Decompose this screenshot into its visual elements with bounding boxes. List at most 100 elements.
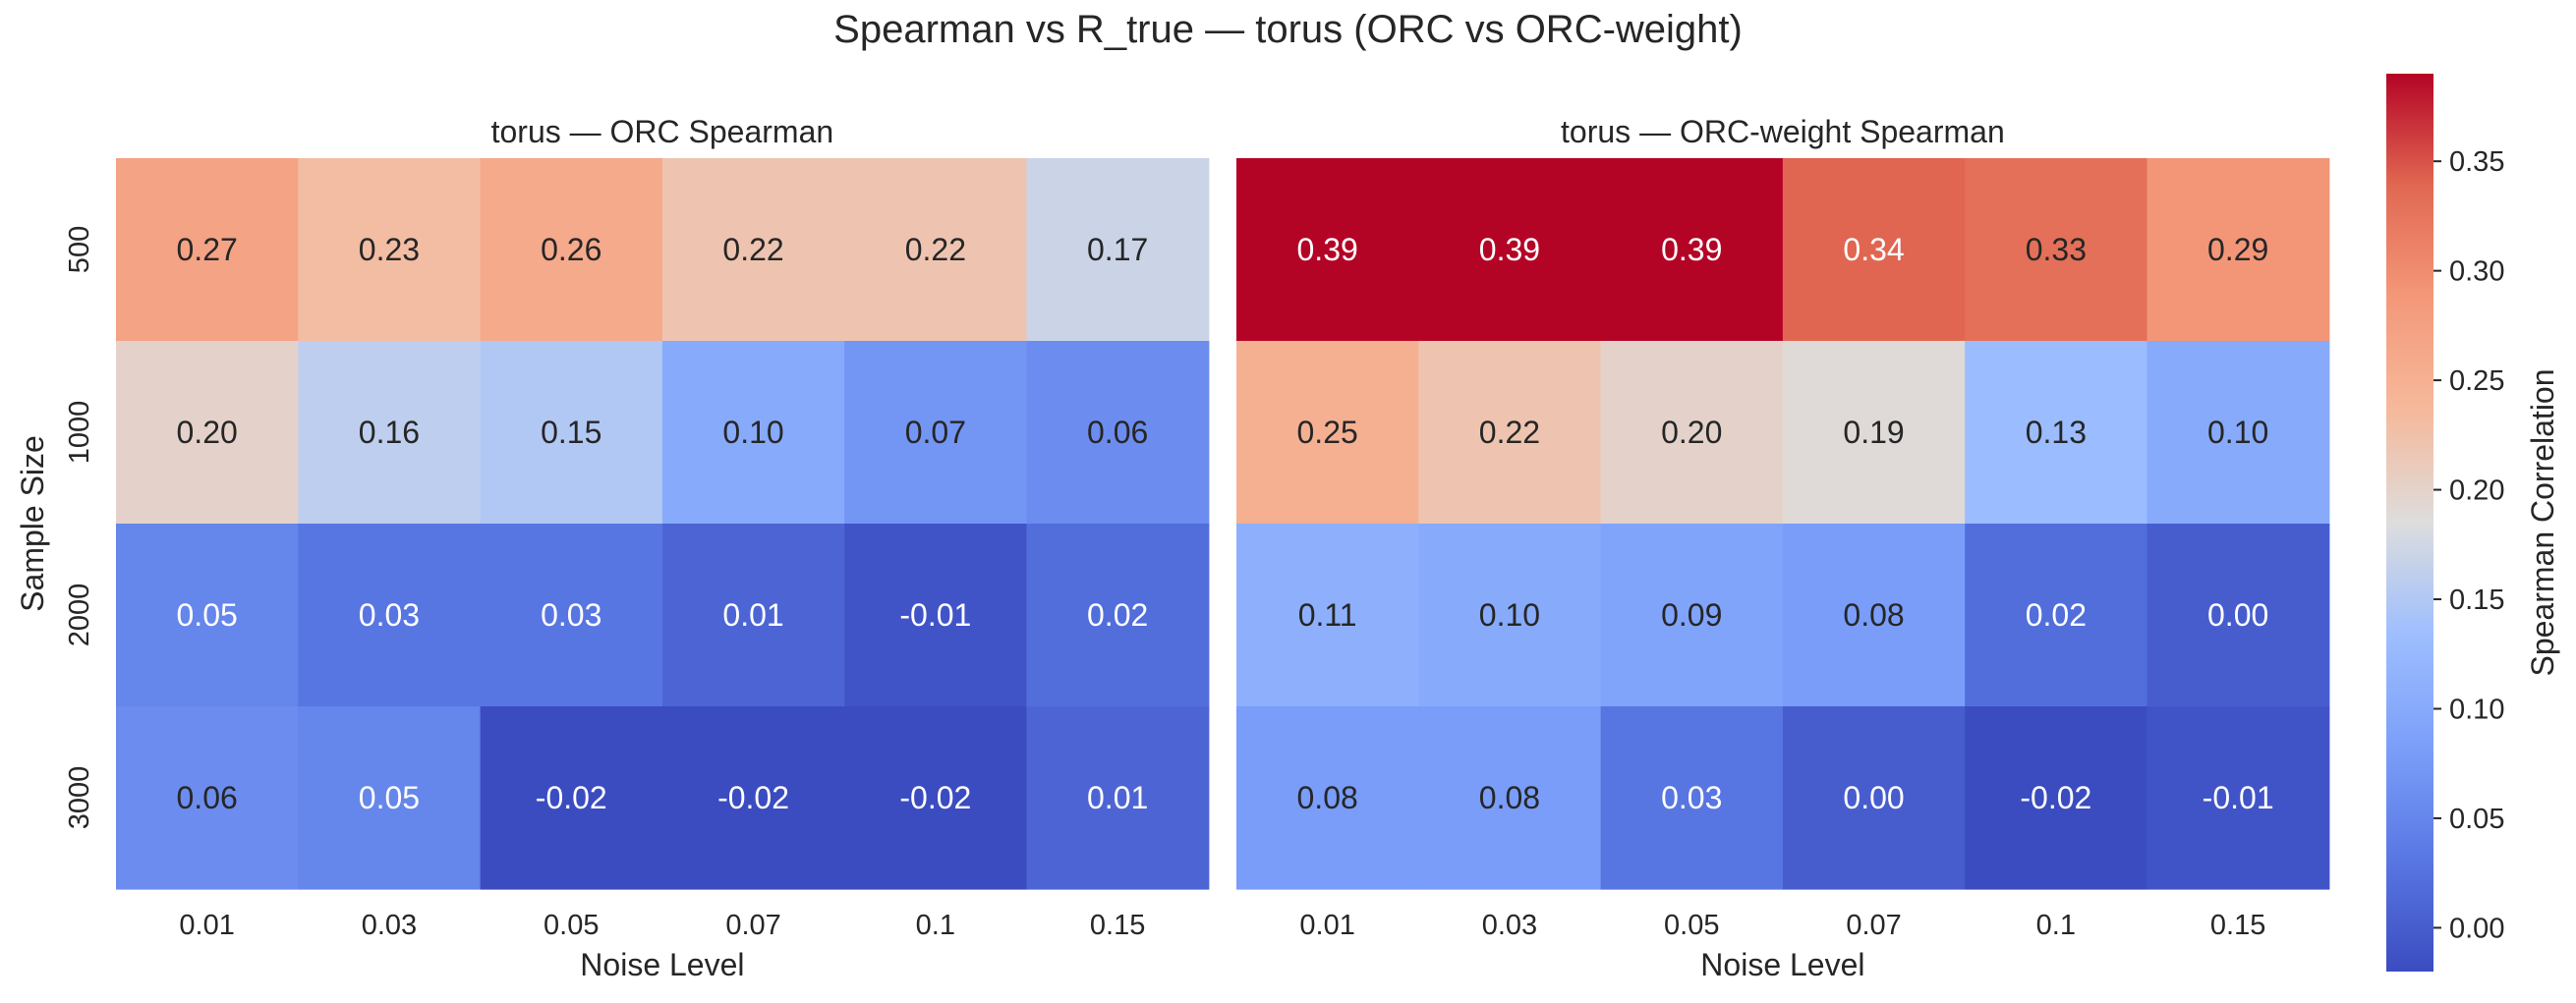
heatmap-cell (116, 341, 299, 525)
x-tick-label: 0.01 (1299, 910, 1354, 941)
heatmap-cell (116, 706, 299, 890)
heatmap-cell (1418, 341, 1602, 525)
x-tick-label: 0.1 (2036, 910, 2076, 941)
heatmap-cell (1600, 158, 1784, 342)
heatmap-cell (844, 158, 1028, 342)
y-tick-label: 2000 (64, 584, 95, 647)
heatmap-cell (116, 158, 299, 342)
cell-value-label: 0.05 (359, 780, 420, 815)
colorbar-tick-label: 0.35 (2449, 146, 2504, 178)
figure-title: Spearman vs R_true — torus (ORC vs ORC-w… (833, 8, 1743, 51)
cell-value-label: 0.08 (1843, 597, 1904, 633)
cell-value-label: 0.05 (177, 597, 238, 633)
cell-value-label: 0.10 (722, 415, 783, 450)
x-tick-label: 0.15 (1090, 910, 1145, 941)
heatmap-cell (2147, 706, 2330, 890)
cell-value-label: 0.25 (1297, 415, 1358, 450)
colorbar-label: Spearman Correlation (2525, 368, 2560, 676)
panel-title: torus — ORC Spearman (491, 114, 834, 149)
orc-weight-heatmap-panel: torus — ORC-weight Spearman 0.39 0.39 0.39 0… (1236, 114, 2330, 982)
heatmap-cell (480, 341, 663, 525)
cell-value-label: 0.03 (359, 597, 420, 633)
heatmap-cell (1236, 706, 1419, 890)
cell-value-label: 0.01 (722, 597, 783, 633)
cell-value-label: 0.19 (1843, 415, 1904, 450)
cell-value-label: 0.33 (2026, 232, 2087, 267)
cell-value-label: 0.08 (1479, 780, 1540, 815)
cell-value-label: 0.15 (541, 415, 601, 450)
heatmap-cell (480, 158, 663, 342)
orc-heatmap-panel: torus — ORC Spearman 0.27 0.23 0.26 0.22 0.22… (15, 114, 1210, 982)
cell-value-label: 0.34 (1843, 232, 1904, 267)
cell-value-label: 0.08 (1297, 780, 1358, 815)
cell-value-label: -0.02 (717, 780, 789, 815)
x-tick-label: 0.01 (179, 910, 234, 941)
cell-value-label: -0.02 (536, 780, 607, 815)
x-tick-label: 0.15 (2210, 910, 2265, 941)
cell-value-label: 0.06 (1087, 415, 1148, 450)
cell-value-label: 0.26 (541, 232, 601, 267)
cell-value-label: 0.39 (1297, 232, 1358, 267)
cell-value-label: 0.01 (1087, 780, 1148, 815)
heatmap-cell (1600, 706, 1784, 890)
cell-value-label: 0.39 (1479, 232, 1540, 267)
cell-value-label: 0.22 (722, 232, 783, 267)
x-tick-label: 0.03 (362, 910, 417, 941)
cell-value-label: 0.22 (1479, 415, 1540, 450)
cell-value-label: 0.22 (905, 232, 966, 267)
heatmap-cell (1782, 524, 1966, 707)
cell-value-label: -0.01 (2203, 780, 2274, 815)
heatmap-cell (1418, 524, 1602, 707)
cell-value-label: 0.06 (177, 780, 238, 815)
colorbar-tick-label: 0.00 (2449, 913, 2504, 944)
cell-value-label: 0.20 (1661, 415, 1722, 450)
heatmap-cell (1236, 524, 1419, 707)
cell-value-label: 0.23 (359, 232, 420, 267)
heatmap-cell (298, 341, 482, 525)
cell-value-label: 0.20 (177, 415, 238, 450)
heatmap-cell (661, 158, 845, 342)
cell-value-label: 0.00 (1843, 780, 1904, 815)
heatmap-cell (1026, 706, 1210, 890)
heatmap-cell (298, 706, 482, 890)
cell-value-label: 0.07 (905, 415, 966, 450)
x-tick-label: 0.07 (1846, 910, 1901, 941)
colorbar-gradient (2386, 74, 2433, 972)
heatmap-cell (1418, 706, 1602, 890)
cell-value-label: 0.00 (2207, 597, 2268, 633)
heatmap-cell (1965, 706, 2148, 890)
y-tick-label: 500 (64, 226, 95, 273)
heatmap-cell (1965, 158, 2148, 342)
heatmap-cell (1418, 158, 1602, 342)
heatmap-cell (480, 524, 663, 707)
heatmap-cell (2147, 341, 2330, 525)
heatmap-cell (1782, 341, 1966, 525)
cell-value-label: 0.17 (1087, 232, 1148, 267)
heatmap-cell (1782, 706, 1966, 890)
cell-value-label: 0.09 (1661, 597, 1722, 633)
cell-value-label: 0.10 (1479, 597, 1540, 633)
heatmap-cell (116, 524, 299, 707)
cell-value-label: 0.02 (2026, 597, 2087, 633)
y-axis-label: Sample Size (15, 435, 50, 612)
cell-value-label: 0.10 (2207, 415, 2268, 450)
y-tick-label: 3000 (64, 766, 95, 830)
x-tick-label: 0.1 (916, 910, 955, 941)
heatmap-cell (1236, 158, 1419, 342)
heatmap-cell (844, 341, 1028, 525)
heatmap-cell (1236, 341, 1419, 525)
heatmap-cell (2147, 158, 2330, 342)
cell-value-label: 0.11 (1298, 597, 1357, 633)
cell-value-label: 0.39 (1661, 232, 1722, 267)
heatmap-cell (1782, 158, 1966, 342)
cell-value-label: 0.03 (541, 597, 601, 633)
heatmap-cell (1600, 341, 1784, 525)
heatmap-cell (1026, 341, 1210, 525)
colorbar-tick-label: 0.10 (2449, 694, 2504, 725)
x-tick-label: 0.07 (725, 910, 780, 941)
x-tick-label: 0.03 (1482, 910, 1537, 941)
colorbar: 0.00 0.05 0.10 0.15 0.20 0.25 0.30 0.35 Spearman… (2386, 74, 2560, 972)
colorbar-tick-label: 0.30 (2449, 256, 2504, 288)
heatmap-cell (1965, 341, 2148, 525)
